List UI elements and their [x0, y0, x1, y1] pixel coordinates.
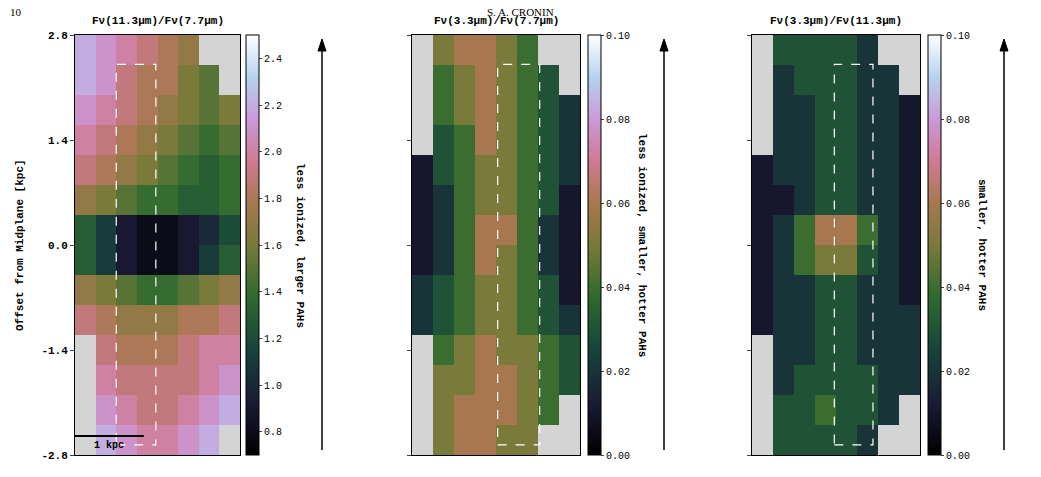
- svg-text:10: 10: [10, 6, 22, 18]
- svg-text:0.04: 0.04: [606, 283, 630, 294]
- svg-text:less ionized, larger PAHs: less ionized, larger PAHs: [294, 163, 306, 328]
- svg-text:0.8: 0.8: [264, 427, 282, 438]
- svg-text:2.0: 2.0: [264, 147, 282, 158]
- svg-text:1.6: 1.6: [264, 241, 282, 252]
- svg-text:1.8: 1.8: [264, 194, 282, 205]
- svg-text:0.10: 0.10: [606, 31, 630, 42]
- svg-text:2.8: 2.8: [48, 30, 68, 42]
- svg-text:0.08: 0.08: [946, 115, 970, 126]
- svg-text:less ionized, smaller, hotter: less ionized, smaller, hotter PAHs: [636, 133, 648, 357]
- svg-text:1.4: 1.4: [48, 135, 68, 147]
- svg-text:0.06: 0.06: [606, 199, 630, 210]
- svg-text:Fν(3.3μm)/Fν(11.3μm): Fν(3.3μm)/Fν(11.3μm): [770, 15, 902, 27]
- svg-text:1.4: 1.4: [264, 287, 282, 298]
- svg-text:smaller, hotter PAHs: smaller, hotter PAHs: [976, 179, 988, 311]
- svg-text:Fν(11.3μm)/Fν(7.7μm): Fν(11.3μm)/Fν(7.7μm): [92, 15, 224, 27]
- svg-text:1.2: 1.2: [264, 334, 282, 345]
- svg-text:-2.8: -2.8: [41, 450, 68, 462]
- svg-text:0.00: 0.00: [606, 451, 630, 462]
- svg-text:0.04: 0.04: [946, 283, 970, 294]
- svg-text:0.02: 0.02: [946, 367, 970, 378]
- svg-text:1 kpc: 1 kpc: [94, 440, 124, 451]
- svg-text:2.2: 2.2: [264, 101, 282, 112]
- svg-text:S. A. CRONIN: S. A. CRONIN: [487, 6, 554, 18]
- svg-text:0.10: 0.10: [946, 31, 970, 42]
- svg-text:2.4: 2.4: [264, 54, 282, 65]
- svg-text:1.0: 1.0: [264, 381, 282, 392]
- svg-text:Fν(3.3μm)/Fν(7.7μm): Fν(3.3μm)/Fν(7.7μm): [434, 15, 559, 27]
- svg-text:0.08: 0.08: [606, 115, 630, 126]
- svg-text:0.06: 0.06: [946, 199, 970, 210]
- svg-text:-1.4: -1.4: [41, 345, 68, 357]
- svg-text:0.00: 0.00: [946, 451, 970, 462]
- svg-text:0.0: 0.0: [48, 240, 68, 252]
- svg-text:Offset from Midplane [kpc]: Offset from Midplane [kpc]: [14, 159, 26, 331]
- svg-text:0.02: 0.02: [606, 367, 630, 378]
